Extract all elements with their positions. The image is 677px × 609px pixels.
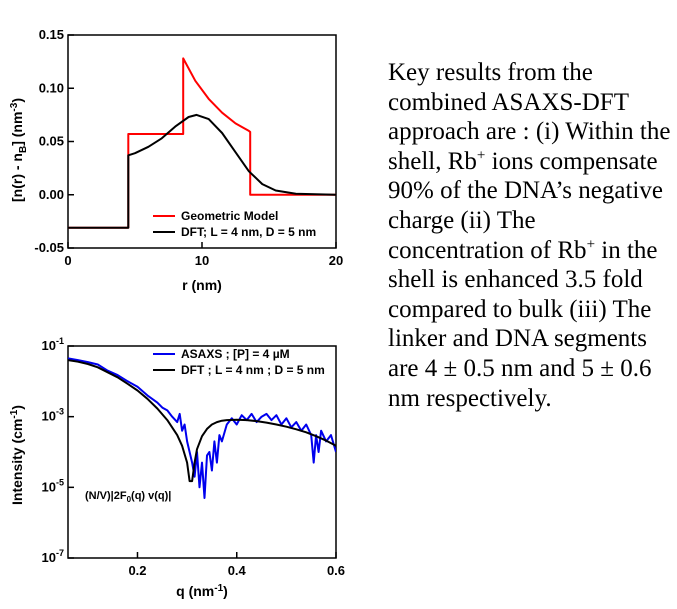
y-tick-exponent: -3 (56, 407, 64, 417)
scattering-intensity-chart: Intensity (cm-1) q (nm-1) (N/V)|2F0(q) v… (9, 336, 345, 599)
y-label-part: Intensity (cm (9, 419, 25, 505)
y-tick-label: 10-3 (42, 407, 64, 424)
y-tick-label: 0.00 (39, 187, 64, 202)
y-label-superscript: -1 (9, 409, 20, 418)
y-label-superscript: -3 (9, 102, 20, 111)
legend-label: DFT; L = 4 nm, D = 5 nm (181, 225, 316, 239)
radial-density-chart: [n(r) - nB] (nm-3) r (nm) 0 10 20 -0.05 0.00… (9, 27, 343, 293)
key-results-part: in the shell is enhanced 3.5 fold compar… (388, 236, 658, 412)
rb-charge-superscript: + (586, 236, 596, 253)
y-tick-exponent: -5 (56, 477, 64, 487)
plot-frame (67, 345, 337, 559)
series-line-1 (68, 57, 336, 229)
y-axis-label: Intensity (cm-1) (9, 405, 25, 505)
key-results-text: Key results from the combined ASAXS-DFT … (388, 58, 674, 413)
legend-label: DFT ; L = 4 nm ; D = 5 nm (181, 363, 325, 377)
annotation-part: (N/V)|2F (85, 490, 127, 502)
series-line-2 (68, 113, 336, 229)
series-group (68, 357, 336, 499)
y-label-subscript: B (18, 146, 29, 153)
rb-charge-superscript: + (476, 147, 486, 164)
y-tick-base: 10 (42, 338, 56, 353)
y-tick-base: 10 (42, 409, 56, 424)
key-results-part: Key results from the combined ASAXS-DFT … (388, 59, 671, 175)
x-tick-label: 0.6 (327, 563, 345, 578)
legend-label: Geometric Model (181, 209, 278, 223)
svg-text:[n(r) - nB] (nm-3): [n(r) - nB] (nm-3) (9, 98, 29, 202)
x-tick-label: 10 (195, 253, 209, 268)
x-label-part: q (nm (176, 583, 214, 599)
x-tick-label: 0.4 (228, 563, 247, 578)
y-axis-label: [n(r) - nB] (nm-3) (9, 98, 29, 202)
x-axis-label: r (nm) (182, 277, 222, 293)
y-tick-label: 0.15 (39, 27, 64, 42)
y-label-part: [n(r) - n (9, 153, 25, 202)
legend-label: ASAXS ; [P] = 4 µM (181, 347, 290, 361)
key-results-part: ions compensate 90% of the DNA’s negativ… (388, 147, 663, 264)
y-tick-label: 10-7 (42, 548, 64, 565)
y-tick-base: 10 (42, 550, 56, 565)
x-label-superscript: -1 (214, 583, 223, 594)
x-tick-label: 20 (329, 253, 343, 268)
y-tick-base: 10 (42, 479, 56, 494)
series-line-2 (68, 359, 336, 483)
x-label-part: ) (223, 583, 228, 599)
y-tick-exponent: -7 (56, 548, 64, 558)
annotation-subscript: 0 (127, 495, 132, 504)
x-tick-label: 0 (64, 253, 71, 268)
y-label-part: ) (9, 98, 25, 103)
annotation-part: (q) v(q)| (131, 490, 171, 502)
x-tick-label: 0.2 (128, 563, 146, 578)
y-tick-exponent: -1 (56, 336, 64, 346)
y-tick-label: 0.10 (39, 80, 64, 95)
y-tick-label: 0.05 (39, 134, 64, 149)
x-axis-label: q (nm-1) (176, 583, 228, 599)
y-tick-label: 10-1 (42, 336, 64, 353)
form-factor-annotation: (N/V)|2F0(q) v(q)| (85, 490, 171, 504)
svg-text:Intensity (cm-1): Intensity (cm-1) (9, 405, 25, 505)
y-tick-label: -0.05 (34, 240, 64, 255)
y-label-part: ] (nm (9, 112, 25, 146)
series-group (68, 57, 336, 229)
y-tick-label: 10-5 (42, 477, 64, 494)
y-label-part: ) (9, 405, 25, 410)
series-line-1 (68, 357, 336, 499)
